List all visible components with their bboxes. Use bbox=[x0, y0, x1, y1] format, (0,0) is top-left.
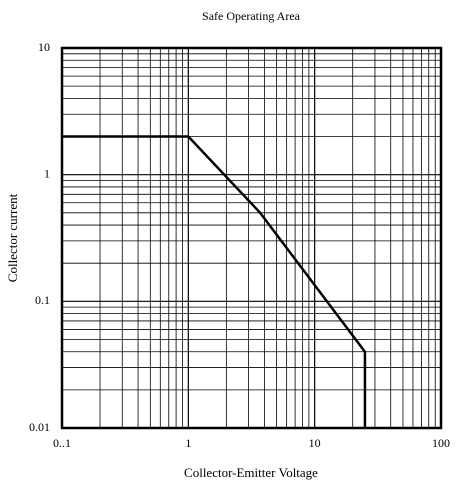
x-axis-label: Collector-Emitter Voltage bbox=[184, 465, 318, 480]
x-tick-label: 100 bbox=[432, 436, 450, 450]
y-tick-label: 0.1 bbox=[35, 293, 50, 307]
x-tick-label: 10 bbox=[309, 436, 321, 450]
plot-frame bbox=[60, 46, 443, 430]
x-tick-label: 0..1 bbox=[53, 436, 71, 450]
chart-title: Safe Operating Area bbox=[202, 9, 301, 23]
y-axis-label: Collector current bbox=[5, 193, 20, 282]
y-tick-label: 0.01 bbox=[29, 420, 50, 434]
data-line bbox=[62, 135, 367, 428]
y-tick-label: 1 bbox=[44, 166, 50, 180]
x-tick-label: 1 bbox=[185, 436, 191, 450]
y-tick-label: 10 bbox=[38, 40, 50, 54]
